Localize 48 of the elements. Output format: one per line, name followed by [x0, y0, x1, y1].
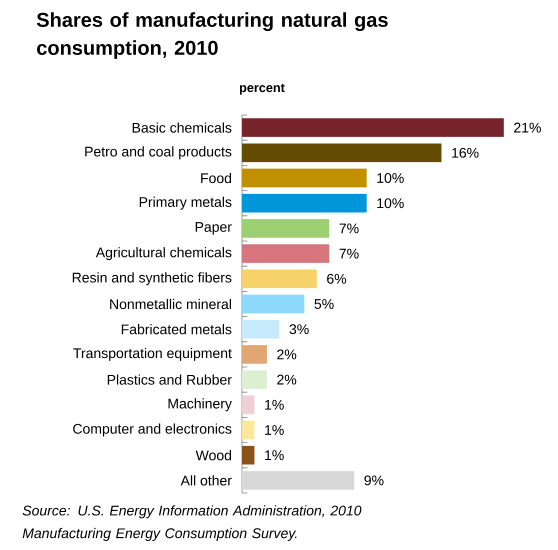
y-tick-label: Petro and coal products	[85, 146, 232, 160]
y-tick-label: Agricultural chemicals	[96, 247, 232, 260]
source-note: Source: U.S. Energy Information Administration, 2010 Manufacturing Energy Consumption Survey.	[22, 505, 362, 541]
data-label: 1%	[265, 450, 284, 460]
y-tick-label: Nonmetallic mineral	[110, 298, 231, 310]
bar	[242, 471, 354, 490]
chart-title: Shares of manufacturing natural gas consumption, 2010	[36, 12, 388, 59]
y-tick-label: Machinery	[168, 398, 232, 412]
bar	[242, 143, 442, 162]
y-tick-label: Wood	[196, 450, 232, 460]
bar	[242, 219, 330, 238]
y-tick-label: Fabricated metals	[122, 324, 232, 334]
data-label: 2%	[277, 349, 296, 360]
chart-subtitle: percent	[240, 84, 285, 95]
y-tick-label: Food	[201, 172, 232, 184]
data-label: 1%	[265, 425, 284, 435]
data-label: 10%	[377, 173, 404, 183]
data-label: 7%	[340, 224, 359, 234]
bar	[242, 118, 504, 137]
bar	[242, 370, 267, 389]
y-tick-label: Plastics and Rubber	[108, 374, 232, 385]
bar	[242, 269, 317, 288]
y-tick-label: Primary metals	[140, 196, 232, 210]
data-label: 7%	[340, 248, 359, 258]
data-label: 21%	[514, 122, 541, 133]
bar	[242, 168, 367, 188]
y-tick-label: Computer and electronics	[73, 423, 232, 437]
y-tick-label: Transportation equipment	[73, 348, 232, 361]
bar	[242, 194, 367, 213]
bar	[242, 244, 330, 263]
y-tick-label: All other	[180, 475, 232, 486]
data-label: 6%	[327, 274, 346, 284]
y-tick-label: Basic chemicals	[132, 122, 232, 133]
data-label: 1%	[265, 400, 284, 410]
bar	[242, 395, 254, 414]
bar	[242, 420, 254, 440]
bar	[242, 320, 280, 339]
data-label: 5%	[314, 299, 334, 309]
data-label: 3%	[290, 324, 309, 334]
data-label: 2%	[277, 374, 296, 385]
bar	[242, 446, 254, 465]
data-label: 16%	[452, 148, 479, 158]
y-tick-label: Resin and synthetic fibers	[72, 272, 232, 286]
y-tick-label: Paper	[196, 222, 232, 235]
bar	[242, 345, 267, 364]
data-label: 9%	[364, 475, 384, 486]
bar	[242, 294, 304, 314]
data-label: 10%	[377, 198, 404, 208]
